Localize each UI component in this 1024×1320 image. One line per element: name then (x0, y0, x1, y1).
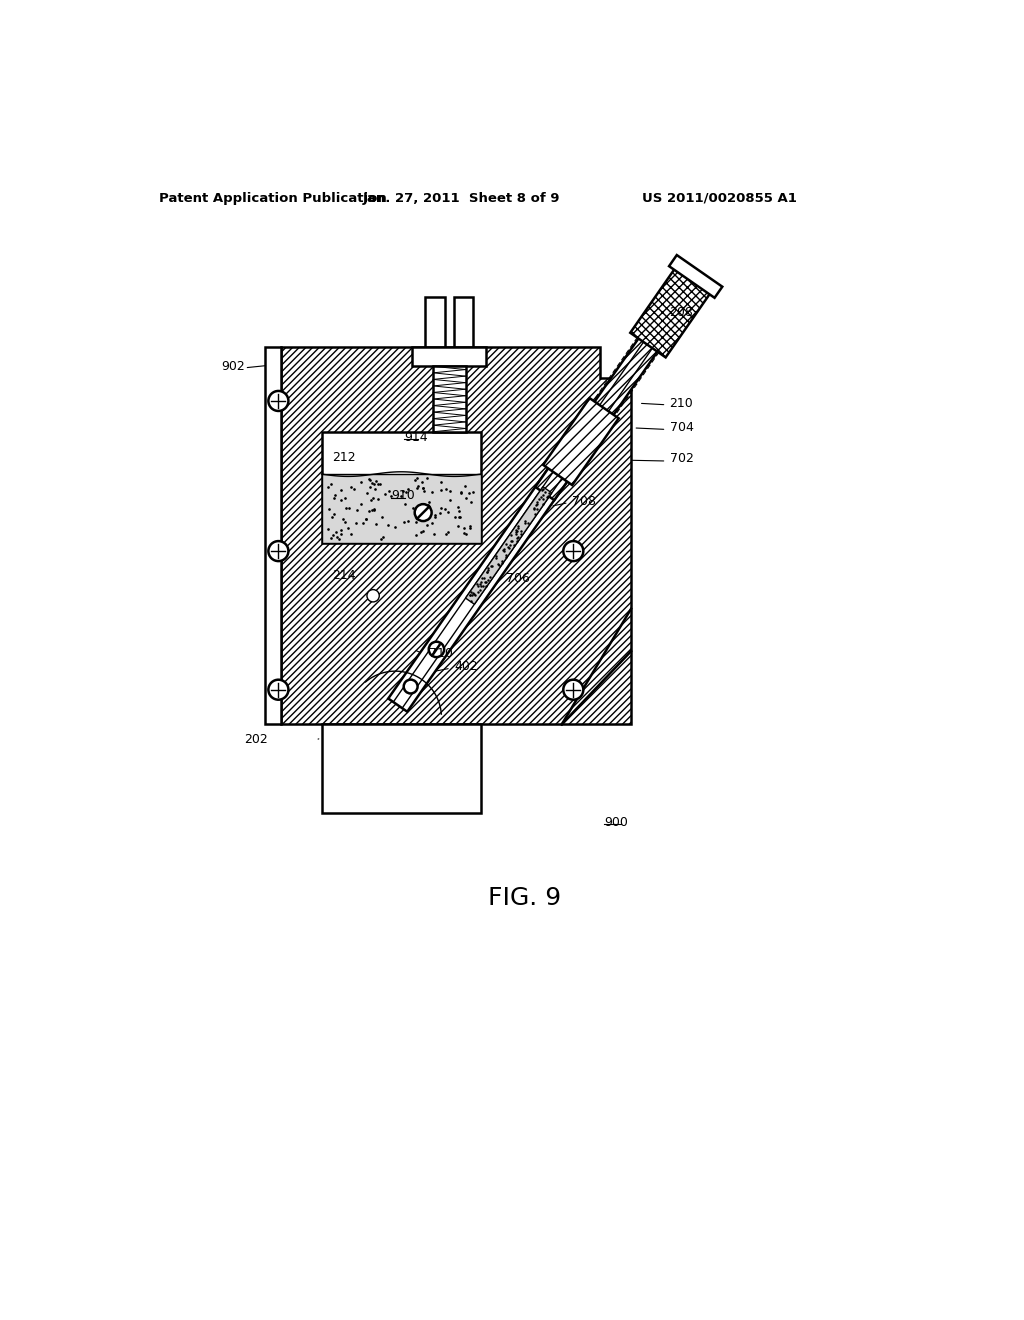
Text: 914: 914 (403, 430, 428, 444)
Polygon shape (388, 469, 567, 711)
Circle shape (268, 541, 289, 561)
Text: 210: 210 (670, 397, 693, 409)
Text: FIG. 9: FIG. 9 (488, 886, 561, 909)
Text: 910: 910 (391, 490, 415, 502)
Polygon shape (543, 399, 618, 486)
Polygon shape (536, 327, 666, 500)
Bar (454, 297, 473, 347)
Circle shape (415, 504, 432, 521)
Bar (322, 474, 481, 544)
Text: 710: 710 (429, 647, 454, 660)
Text: 402: 402 (454, 660, 478, 673)
Bar (433, 366, 466, 432)
Text: 214: 214 (333, 569, 356, 582)
Bar (412, 347, 486, 367)
Polygon shape (281, 347, 631, 725)
Text: Patent Application Publication: Patent Application Publication (159, 191, 387, 205)
Bar (425, 297, 444, 347)
Circle shape (403, 680, 418, 693)
Bar (265, 347, 281, 725)
Text: 212: 212 (333, 450, 356, 463)
Circle shape (268, 680, 289, 700)
Text: US 2011/0020855 A1: US 2011/0020855 A1 (642, 191, 797, 205)
Circle shape (367, 590, 379, 602)
Text: Jan. 27, 2011  Sheet 8 of 9: Jan. 27, 2011 Sheet 8 of 9 (362, 191, 560, 205)
Bar (322, 432, 481, 544)
Polygon shape (630, 267, 712, 358)
Text: 202: 202 (245, 733, 268, 746)
Text: 208: 208 (670, 306, 693, 319)
Circle shape (268, 391, 289, 411)
Text: 702: 702 (670, 453, 693, 465)
Text: 706: 706 (506, 572, 530, 585)
Text: 900: 900 (604, 816, 628, 829)
Bar (322, 725, 481, 813)
Text: 902: 902 (221, 360, 245, 372)
Circle shape (563, 680, 584, 700)
Polygon shape (466, 487, 552, 605)
Circle shape (563, 541, 584, 561)
Circle shape (429, 642, 444, 657)
Text: 704: 704 (670, 421, 693, 434)
Polygon shape (669, 255, 722, 298)
Text: 708: 708 (571, 495, 596, 508)
